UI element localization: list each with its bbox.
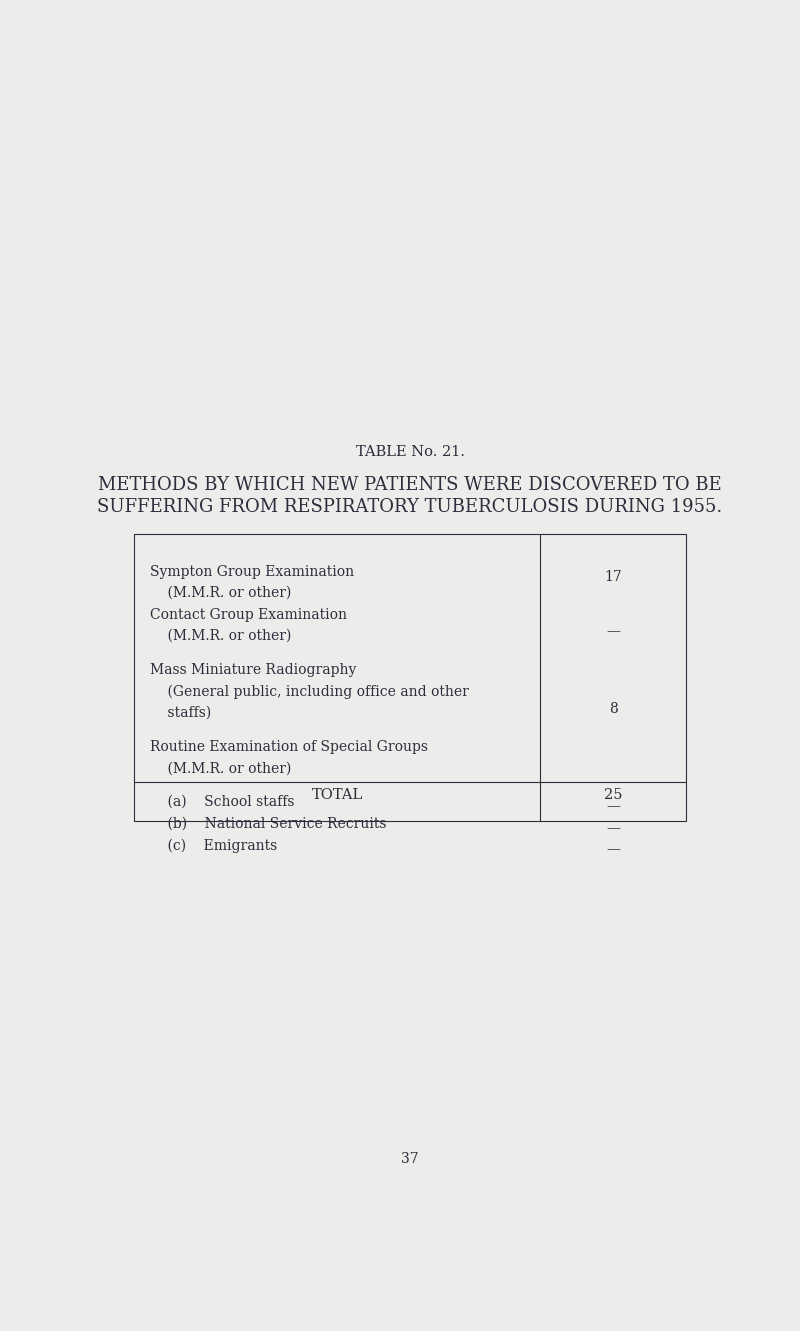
Text: —: — [606, 624, 620, 638]
Text: (M.M.R. or other): (M.M.R. or other) [150, 761, 291, 776]
Text: (M.M.R. or other): (M.M.R. or other) [150, 630, 291, 643]
Text: (c)    Emigrants: (c) Emigrants [150, 839, 277, 853]
Text: 8: 8 [609, 701, 618, 716]
Text: 17: 17 [604, 570, 622, 584]
Text: TOTAL: TOTAL [311, 788, 362, 803]
Text: —: — [606, 843, 620, 856]
Text: —: — [606, 799, 620, 813]
Text: Contact Group Examination: Contact Group Examination [150, 607, 346, 622]
Text: (a)    School staffs: (a) School staffs [150, 795, 294, 809]
Text: Routine Examination of Special Groups: Routine Examination of Special Groups [150, 740, 428, 753]
Text: (b)    National Service Recruits: (b) National Service Recruits [150, 817, 386, 831]
Text: Mass Miniature Radiography: Mass Miniature Radiography [150, 663, 356, 677]
Text: (General public, including office and other: (General public, including office and ot… [150, 684, 469, 699]
Text: TABLE No. 21.: TABLE No. 21. [355, 445, 465, 459]
Text: SUFFERING FROM RESPIRATORY TUBERCULOSIS DURING 1955.: SUFFERING FROM RESPIRATORY TUBERCULOSIS … [98, 498, 722, 516]
Text: —: — [606, 821, 620, 835]
Text: Sympton Group Examination: Sympton Group Examination [150, 564, 354, 579]
Text: 37: 37 [401, 1151, 419, 1166]
Text: (M.M.R. or other): (M.M.R. or other) [150, 586, 291, 600]
Text: 25: 25 [604, 788, 622, 803]
Text: METHODS BY WHICH NEW PATIENTS WERE DISCOVERED TO BE: METHODS BY WHICH NEW PATIENTS WERE DISCO… [98, 475, 722, 494]
Text: staffs): staffs) [150, 705, 211, 720]
